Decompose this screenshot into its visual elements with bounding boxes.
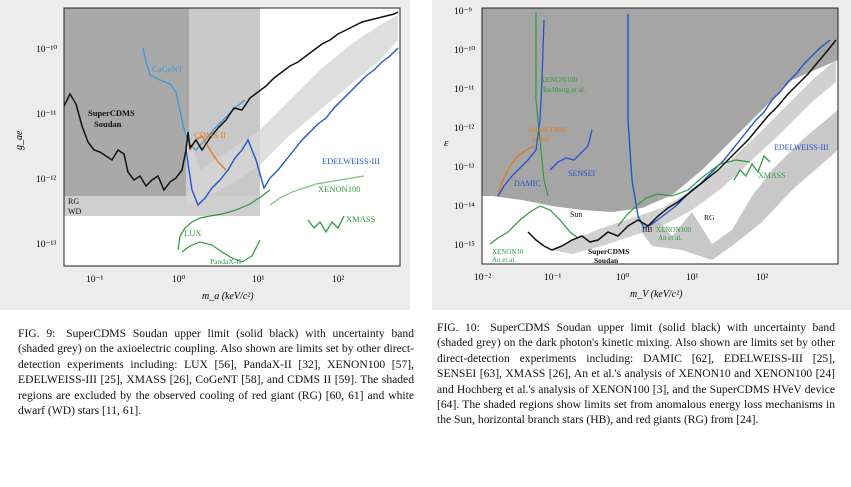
- rg-region: [64, 8, 189, 216]
- supercdms-label-2-line1: SuperCDMS: [588, 247, 629, 256]
- sensei-curve: [549, 129, 593, 171]
- supercdms-curve-2: [527, 39, 837, 251]
- figure-10-x-axis-label: m_V (keV/c²): [630, 289, 683, 300]
- xenon10-label-line2: An et al.: [492, 256, 516, 264]
- x-tick-label: 10¹: [686, 273, 699, 283]
- figure-10-svg: XENON100 Hochberg et al. SuperCDMS HVeV …: [432, 0, 851, 310]
- supercdms-hvev-label-line1: SuperCDMS: [528, 125, 567, 134]
- sensei-label: SENSEI: [568, 169, 595, 178]
- xenon10-label-line1: XENON10: [492, 248, 524, 256]
- xenon100-hochberg-label-line1: XENON100: [540, 75, 578, 84]
- supercdms-label-line2: Soudan: [94, 119, 122, 129]
- xenon100-hochberg-curve: [535, 12, 549, 197]
- xmass-label-2: XMASS: [758, 171, 786, 180]
- x-tick-label: 10⁰: [172, 275, 186, 285]
- y-tick-label: 10⁻⁹: [454, 7, 473, 17]
- xmass-curve-2: [733, 154, 771, 181]
- x-tick-label: 10²: [332, 275, 345, 285]
- figure-9-caption: FIG. 9: SuperCDMS Soudan upper limit (so…: [18, 326, 414, 418]
- figure-9-svg: CoGeNT SuperCDMS Soudan CDMS II EDELWEIS…: [0, 0, 410, 310]
- hb-rg-region: [622, 110, 838, 260]
- y-tick-label: 10⁻¹¹: [36, 110, 56, 120]
- x-tick-label: 10⁻¹: [86, 275, 104, 285]
- cogent-label: CoGeNT: [152, 64, 184, 74]
- figure-9-y-axis-label: g_ae: [14, 130, 25, 150]
- supercdms-label-2-line2: Soudan: [594, 256, 619, 265]
- lux-label: LUX: [184, 228, 201, 238]
- supercdms-label-line1: SuperCDMS: [88, 108, 135, 118]
- x-tick-label: 10⁰: [616, 273, 630, 283]
- y-tick-label: 10⁻¹⁵: [454, 241, 475, 251]
- wd-region: [64, 196, 260, 216]
- figure-10-y-axis-label: ε: [444, 137, 449, 149]
- y-tick-label: 10⁻¹³: [454, 163, 474, 173]
- figure-9-caption-label: FIG. 9:: [18, 327, 56, 340]
- figure-10-caption-label: FIG. 10:: [437, 321, 480, 334]
- y-tick-label: 10⁻¹⁰: [36, 45, 57, 55]
- xenon100-hochberg-label-line2: Hochberg et al.: [540, 85, 586, 94]
- pandax-curve: [181, 239, 261, 263]
- damic-label: DAMIC: [514, 179, 541, 188]
- lux-curve: [177, 189, 271, 251]
- figure-9-plot: CoGeNT SuperCDMS Soudan CDMS II EDELWEIS…: [0, 0, 410, 310]
- xenon10-an-curve: [489, 205, 579, 245]
- supercdms-curve: [63, 11, 399, 192]
- rg-label-2: RG: [704, 213, 715, 222]
- y-tick-label: 10⁻¹⁴: [454, 202, 475, 212]
- hb-label: HB: [642, 225, 652, 234]
- xmass-label: XMASS: [346, 214, 376, 224]
- cdms2-label: CDMS II: [194, 130, 226, 140]
- xenon100-curve: [269, 175, 365, 206]
- x-tick-label: 10²: [756, 273, 769, 283]
- wd-label: WD: [68, 207, 82, 216]
- y-tick-label: 10⁻¹²: [454, 124, 474, 134]
- xmass-curve: [307, 215, 345, 234]
- figure-9-uncertainty-band: [186, 15, 398, 205]
- figure-9-caption-text: SuperCDMS Soudan upper limit (solid blac…: [18, 327, 414, 418]
- xenon100-label: XENON100: [318, 184, 361, 194]
- cogent-curve: [142, 47, 246, 151]
- figure-10-caption-text: SuperCDMS Soudan upper limit (solid blac…: [437, 321, 836, 427]
- figure-10-caption: FIG. 10: SuperCDMS Soudan upper limit (s…: [437, 320, 835, 428]
- edelweiss-curve: [185, 47, 399, 207]
- figure-10-frame: [481, 7, 839, 265]
- edelweiss-label-2: EDELWEISS-III: [774, 143, 829, 152]
- y-tick-label: 10⁻¹⁰: [454, 46, 475, 56]
- pandax-label: PandaX-II: [210, 257, 242, 266]
- sun-label: Sun: [570, 210, 582, 219]
- supercdms-hvev-label-line2: HVeV: [532, 135, 551, 144]
- x-tick-label: 10¹: [252, 275, 265, 285]
- y-tick-label: 10⁻¹¹: [454, 85, 474, 95]
- xenon100-an-label-line1: XENON100: [656, 226, 691, 234]
- rg-label: RG: [68, 197, 79, 206]
- figure-10-plot: XENON100 Hochberg et al. SuperCDMS HVeV …: [432, 0, 851, 310]
- damic-curve: [497, 19, 545, 197]
- x-tick-label: 10⁻¹: [544, 273, 562, 283]
- edelweiss-label: EDELWEISS-III: [322, 156, 380, 166]
- supercdms-hvev-curve: [497, 145, 535, 197]
- y-tick-label: 10⁻¹³: [36, 240, 56, 250]
- sun-region: [482, 8, 838, 212]
- y-tick-label: 10⁻¹²: [36, 175, 56, 185]
- x-tick-label: 10⁻²: [474, 273, 492, 283]
- xenon100-an-label-line2: An et al.: [658, 234, 682, 242]
- figure-9-x-axis-label: m_a (keV/c²): [202, 291, 254, 302]
- figure-9-frame: [63, 7, 401, 267]
